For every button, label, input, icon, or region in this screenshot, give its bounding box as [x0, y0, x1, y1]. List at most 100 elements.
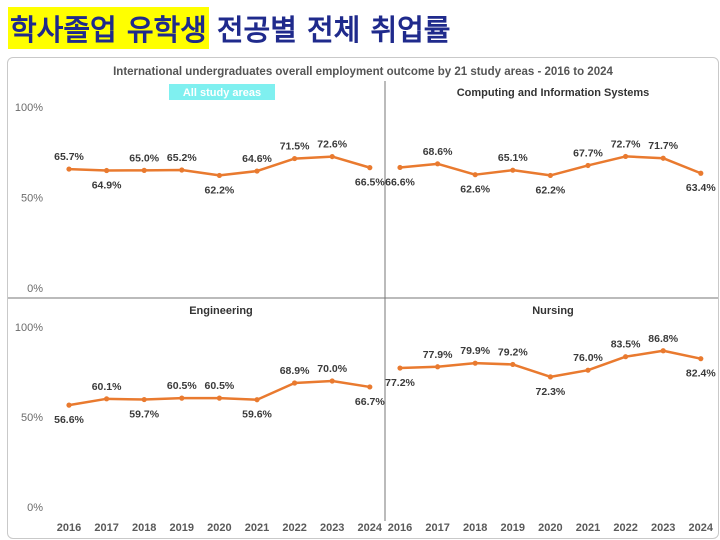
- data-point: [254, 168, 260, 174]
- data-label: 60.5%: [205, 380, 235, 392]
- data-point: [397, 365, 403, 371]
- data-point: [623, 354, 629, 360]
- panel-title: All study areas: [183, 87, 261, 99]
- data-label: 65.1%: [498, 152, 528, 164]
- data-label: 65.0%: [129, 152, 159, 164]
- data-label: 68.9%: [280, 365, 310, 377]
- data-label: 70.0%: [317, 363, 347, 375]
- data-label: 79.2%: [498, 346, 528, 358]
- panel-title: Computing and Information Systems: [457, 87, 650, 99]
- data-label: 66.6%: [385, 176, 415, 188]
- data-point: [510, 167, 516, 173]
- data-label: 71.5%: [280, 141, 310, 153]
- data-point: [292, 380, 298, 386]
- y-tick-label: 0%: [27, 502, 43, 514]
- data-label: 56.6%: [54, 414, 84, 426]
- data-point: [254, 397, 260, 403]
- panel-title: Nursing: [532, 305, 574, 317]
- data-label: 77.2%: [385, 377, 415, 389]
- data-point: [66, 166, 72, 172]
- data-label: 72.3%: [536, 386, 566, 398]
- x-tick-label: 2019: [501, 522, 525, 534]
- x-tick-label: 2016: [388, 522, 412, 534]
- data-label: 72.6%: [317, 139, 347, 151]
- data-point: [698, 356, 704, 362]
- data-label: 66.5%: [355, 177, 385, 189]
- data-point: [660, 348, 666, 354]
- data-label: 60.1%: [92, 381, 122, 393]
- chart-frame: International undergraduates overall emp…: [7, 57, 719, 539]
- x-tick-label: 2018: [132, 522, 156, 534]
- data-point: [367, 384, 373, 390]
- data-label: 64.6%: [242, 153, 272, 165]
- data-point: [472, 172, 478, 178]
- data-label: 83.5%: [611, 339, 641, 351]
- y-tick-label: 100%: [15, 322, 43, 334]
- data-point: [329, 378, 335, 384]
- x-tick-label: 2022: [282, 522, 306, 534]
- x-tick-label: 2021: [245, 522, 269, 534]
- data-point: [141, 167, 147, 173]
- data-point: [698, 170, 704, 176]
- x-tick-label: 2019: [170, 522, 194, 534]
- x-tick-label: 2024: [689, 522, 714, 534]
- data-label: 62.2%: [205, 184, 235, 196]
- series-line: [399, 155, 702, 177]
- data-point: [585, 162, 591, 169]
- data-label: 79.9%: [460, 345, 490, 357]
- data-point: [216, 395, 222, 401]
- slide-title: 학사졸업 유학생 전공별 전체 취업률: [8, 6, 451, 50]
- y-tick-label: 50%: [21, 193, 43, 205]
- x-tick-label: 2020: [538, 522, 562, 534]
- data-label: 64.9%: [92, 180, 122, 192]
- data-point: [104, 396, 110, 402]
- data-point: [329, 153, 335, 160]
- data-label: 63.4%: [686, 182, 716, 194]
- data-point: [179, 167, 185, 173]
- data-label: 60.5%: [167, 380, 197, 392]
- x-tick-label: 2020: [207, 522, 231, 534]
- x-tick-label: 2021: [576, 522, 600, 534]
- employment-chart: International undergraduates overall emp…: [8, 66, 718, 534]
- data-label: 82.4%: [686, 368, 716, 380]
- data-label: 72.7%: [611, 138, 641, 150]
- data-label: 59.6%: [242, 409, 272, 421]
- chart-title: International undergraduates overall emp…: [113, 66, 613, 78]
- data-point: [141, 396, 147, 403]
- x-tick-label: 2023: [651, 522, 675, 534]
- y-tick-label: 100%: [15, 102, 43, 114]
- data-point: [104, 167, 110, 174]
- data-point: [179, 395, 185, 401]
- series-line: [68, 155, 371, 177]
- data-point: [397, 164, 403, 171]
- slide-title-highlight: 학사졸업 유학생: [8, 7, 209, 49]
- data-label: 67.7%: [573, 147, 603, 159]
- panel-label-highlight: [169, 84, 275, 100]
- data-point: [510, 361, 516, 368]
- slide-title-rest: 전공별 전체 취업률: [216, 13, 451, 47]
- data-label: 62.2%: [536, 184, 566, 196]
- x-tick-label: 2017: [94, 522, 118, 534]
- data-label: 86.8%: [648, 333, 678, 345]
- data-point: [660, 155, 666, 161]
- y-tick-label: 50%: [21, 412, 43, 424]
- x-tick-label: 2022: [613, 522, 637, 534]
- data-point: [216, 172, 222, 179]
- x-tick-label: 2017: [425, 522, 449, 534]
- data-point: [547, 172, 554, 179]
- data-point: [585, 367, 591, 373]
- data-point: [435, 161, 441, 167]
- x-tick-label: 2016: [57, 522, 81, 534]
- data-label: 66.7%: [355, 396, 385, 408]
- x-tick-label: 2023: [320, 522, 344, 534]
- data-label: 76.0%: [573, 352, 603, 364]
- data-label: 77.9%: [423, 349, 453, 361]
- data-point: [472, 360, 478, 366]
- data-point: [435, 364, 441, 370]
- data-label: 71.7%: [648, 140, 678, 152]
- data-point: [292, 155, 298, 162]
- data-label: 65.2%: [167, 152, 197, 164]
- data-point: [66, 402, 72, 408]
- data-point: [367, 165, 373, 171]
- data-label: 59.7%: [129, 409, 159, 421]
